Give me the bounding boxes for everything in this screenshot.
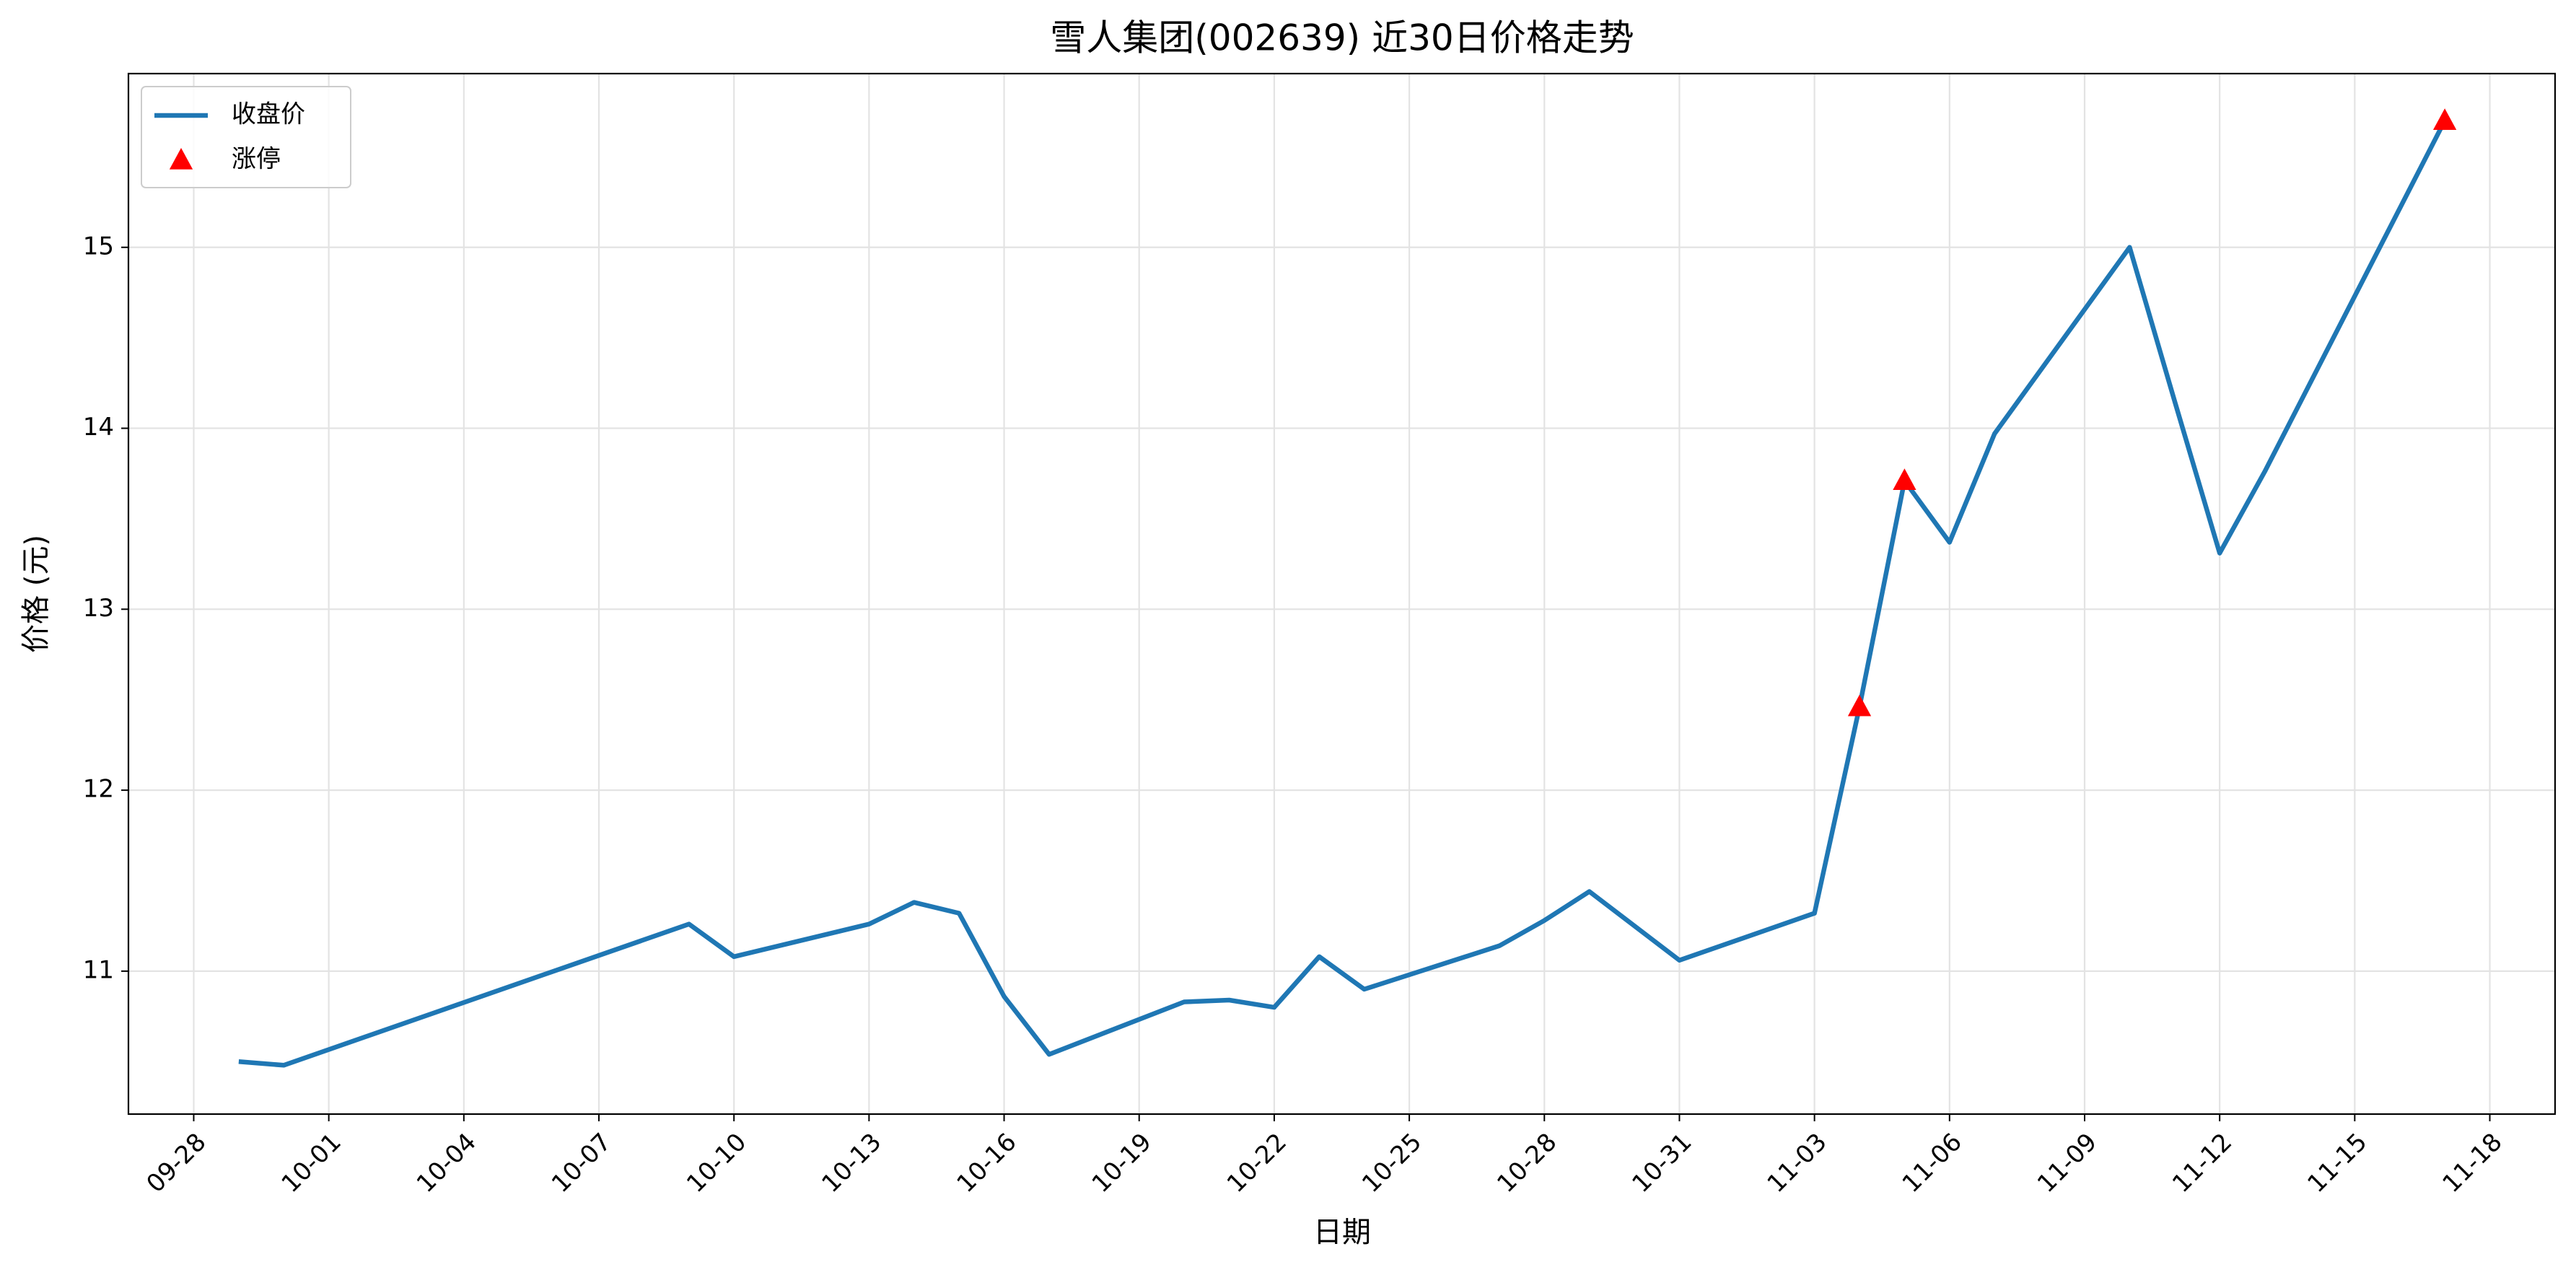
x-tick-label: 10-16 (951, 1128, 1022, 1199)
x-tick-label: 11-18 (2437, 1128, 2507, 1199)
legend-box (141, 86, 351, 188)
x-tick-label: 10-10 (681, 1128, 752, 1199)
x-tick-label: 10-07 (546, 1128, 617, 1199)
x-tick-label: 11-03 (1762, 1128, 1833, 1199)
x-tick-label: 10-25 (1357, 1128, 1427, 1199)
x-axis-label: 日期 (1313, 1216, 1371, 1249)
x-tick-label: 10-13 (816, 1128, 887, 1199)
x-tick-label: 10-22 (1222, 1128, 1292, 1199)
y-axis-label: 价格 (元) (19, 535, 53, 653)
y-tick-label: 15 (83, 232, 114, 260)
y-tick-label: 12 (83, 775, 114, 804)
x-tick-label: 10-31 (1626, 1128, 1697, 1199)
limit-up-marker (1893, 468, 1916, 491)
limit-up-marker (2432, 108, 2457, 130)
x-tick-label: 11-12 (2167, 1128, 2238, 1199)
x-tick-label: 11-15 (2302, 1128, 2373, 1199)
x-tick-label: 10-28 (1491, 1128, 1562, 1199)
x-tick-label: 09-28 (141, 1128, 211, 1199)
y-tick-label: 13 (83, 594, 114, 623)
price-line (238, 119, 2448, 1068)
x-tick-label: 10-01 (276, 1128, 347, 1199)
x-tick-label: 11-09 (2032, 1128, 2103, 1199)
y-tick-label: 11 (83, 955, 114, 984)
limit-up-marker (1847, 694, 1872, 717)
x-tick-label: 10-19 (1087, 1128, 1157, 1199)
legend-label: 涨停 (232, 145, 281, 174)
legend-label: 收盘价 (232, 100, 305, 129)
legend-marker (169, 148, 193, 170)
plot-frame (127, 72, 2557, 1116)
x-tick-label: 11-06 (1897, 1128, 1968, 1199)
y-tick-label: 14 (83, 413, 114, 442)
x-tick-label: 10-04 (411, 1128, 482, 1199)
chart-title: 雪人集团(002639) 近30日价格走势 (1050, 17, 1634, 59)
